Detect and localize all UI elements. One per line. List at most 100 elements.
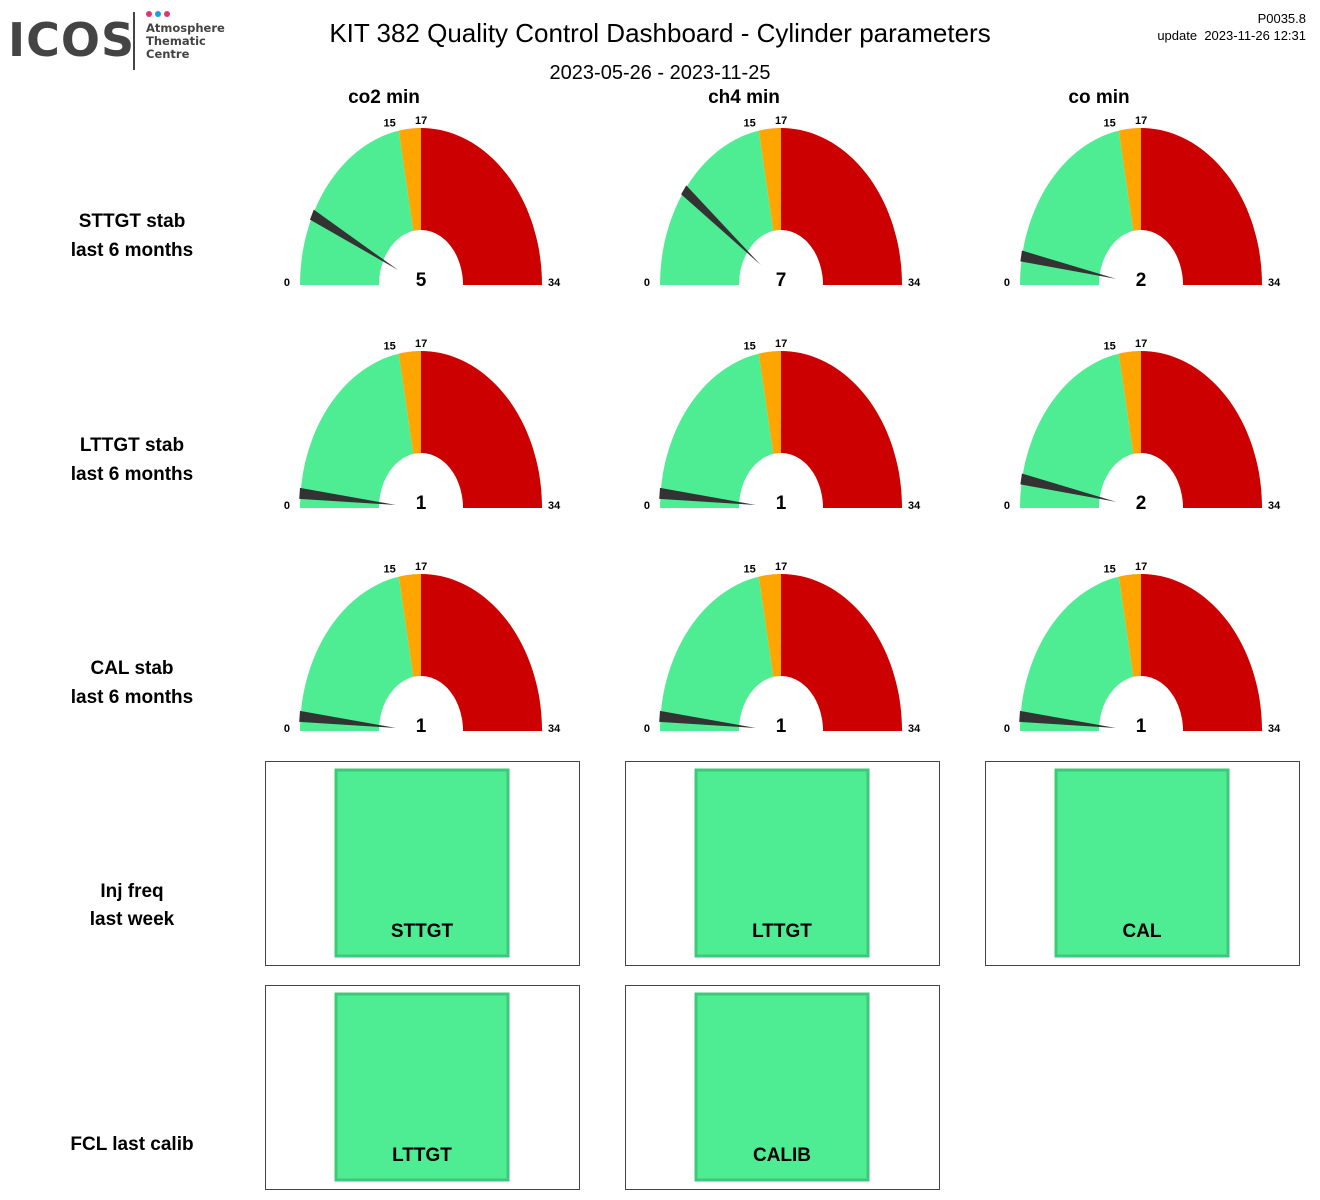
row-label: STTGT stab last 6 months xyxy=(2,207,262,265)
logo-dot-icon xyxy=(155,11,161,17)
gauge-value: 1 xyxy=(776,716,787,737)
gauge-zone xyxy=(758,351,781,454)
gauge-needle xyxy=(1020,250,1117,279)
gauge-zone xyxy=(1020,576,1134,731)
status-indicator xyxy=(1054,768,1230,958)
gauge-zone xyxy=(1118,351,1141,454)
tick-label: 34 xyxy=(1268,723,1281,735)
gauge-needle xyxy=(299,710,396,728)
status-label: CAL xyxy=(1122,921,1161,942)
gauge-zone xyxy=(398,128,421,231)
logo-dot-icon xyxy=(164,11,170,17)
tick-label: 34 xyxy=(548,500,561,512)
gauge-zone xyxy=(758,574,781,677)
tick-label: 34 xyxy=(1268,277,1281,289)
gauge-zone xyxy=(660,130,774,285)
status-label: LTTGT xyxy=(752,921,812,942)
tick-label: 17 xyxy=(415,338,427,350)
column-header-co: co min xyxy=(1068,87,1130,108)
date-range: 2023-05-26 - 2023-11-25 xyxy=(549,62,771,84)
gauge-needle xyxy=(659,710,756,728)
gauge-zone xyxy=(1118,574,1141,677)
tick-label: 0 xyxy=(644,723,650,735)
gauge-zone xyxy=(660,353,774,508)
gauge-zone xyxy=(1141,351,1262,508)
logo-line: Centre xyxy=(146,47,190,61)
tick-label: 17 xyxy=(775,338,787,350)
logo-divider xyxy=(133,12,135,70)
row-label-line: last 6 months xyxy=(70,240,194,261)
gauge-zone xyxy=(398,351,421,454)
gauge-zone xyxy=(1020,130,1134,285)
tick-label: 0 xyxy=(284,500,290,512)
gauge-zone xyxy=(660,576,774,731)
tick-label: 17 xyxy=(775,115,787,127)
logo-line: Atmosphere xyxy=(146,21,225,35)
row-label-line: last 6 months xyxy=(70,687,194,708)
tick-label: 17 xyxy=(1135,338,1147,350)
gauge-zone xyxy=(421,351,542,508)
tick-label: 0 xyxy=(1004,277,1010,289)
column-header-ch4: ch4 min xyxy=(708,87,780,108)
gauge-needle xyxy=(681,185,761,266)
gauge-zone xyxy=(300,576,414,731)
status-indicator xyxy=(694,768,870,958)
logo-text: ICOS xyxy=(8,13,136,67)
gauge-value: 7 xyxy=(776,270,787,291)
row-label-line: FCL last calib xyxy=(70,1134,194,1155)
status-label: STTGT xyxy=(391,921,454,942)
gauge-zone xyxy=(781,574,902,731)
version-info: P0035.8 update 2023-11-26 12:31 xyxy=(1157,10,1306,44)
row-label-line: STTGT stab xyxy=(78,211,186,232)
gauge-value: 1 xyxy=(776,493,787,514)
gauge-value: 2 xyxy=(1136,493,1147,514)
gauge-needle xyxy=(1020,473,1117,502)
tick-label: 15 xyxy=(744,118,756,130)
tick-label: 0 xyxy=(644,277,650,289)
status-label: CALIB xyxy=(753,1145,811,1166)
update-time: update 2023-11-26 12:31 xyxy=(1157,28,1306,43)
gauge-zone xyxy=(781,128,902,285)
row-label-line: last week xyxy=(89,909,175,930)
gauge-zone xyxy=(1141,128,1262,285)
logo-line: Thematic xyxy=(146,34,206,48)
gauge-value: 1 xyxy=(416,493,427,514)
gauge-needle xyxy=(659,487,756,505)
status-indicator xyxy=(694,992,870,1182)
tick-label: 0 xyxy=(284,723,290,735)
gauge-zone xyxy=(1118,128,1141,231)
status-label: LTTGT xyxy=(392,1145,452,1166)
tick-label: 15 xyxy=(384,341,396,353)
page-title: KIT 382 Quality Control Dashboard - Cyli… xyxy=(329,18,991,48)
tick-label: 34 xyxy=(1268,500,1281,512)
tick-label: 15 xyxy=(744,341,756,353)
gauge-zone xyxy=(781,351,902,508)
gauge-needle xyxy=(299,487,396,505)
logo-dot-icon xyxy=(146,11,152,17)
row-label: LTTGT stab last 6 months xyxy=(2,431,262,489)
row-label-line: LTTGT stab xyxy=(79,435,185,456)
status-indicator xyxy=(334,768,510,958)
tick-label: 15 xyxy=(1104,118,1116,130)
gauge-zone xyxy=(758,128,781,231)
gauge-zone xyxy=(398,574,421,677)
gauge-zone xyxy=(421,128,542,285)
tick-label: 0 xyxy=(644,500,650,512)
tick-label: 15 xyxy=(384,564,396,576)
tick-label: 34 xyxy=(908,723,921,735)
tick-label: 34 xyxy=(908,500,921,512)
gauge-zone xyxy=(300,130,414,285)
gauge-zone xyxy=(421,574,542,731)
tick-label: 15 xyxy=(744,564,756,576)
row-label-line: CAL stab xyxy=(90,658,174,679)
row-label: Inj freq last week xyxy=(2,878,262,934)
tick-label: 34 xyxy=(908,277,921,289)
tick-label: 0 xyxy=(1004,723,1010,735)
tick-label: 34 xyxy=(548,723,561,735)
row-label-line: last 6 months xyxy=(70,464,194,485)
tick-label: 17 xyxy=(1135,115,1147,127)
gauge-zone xyxy=(1020,353,1134,508)
version: P0035.8 xyxy=(1257,11,1306,26)
